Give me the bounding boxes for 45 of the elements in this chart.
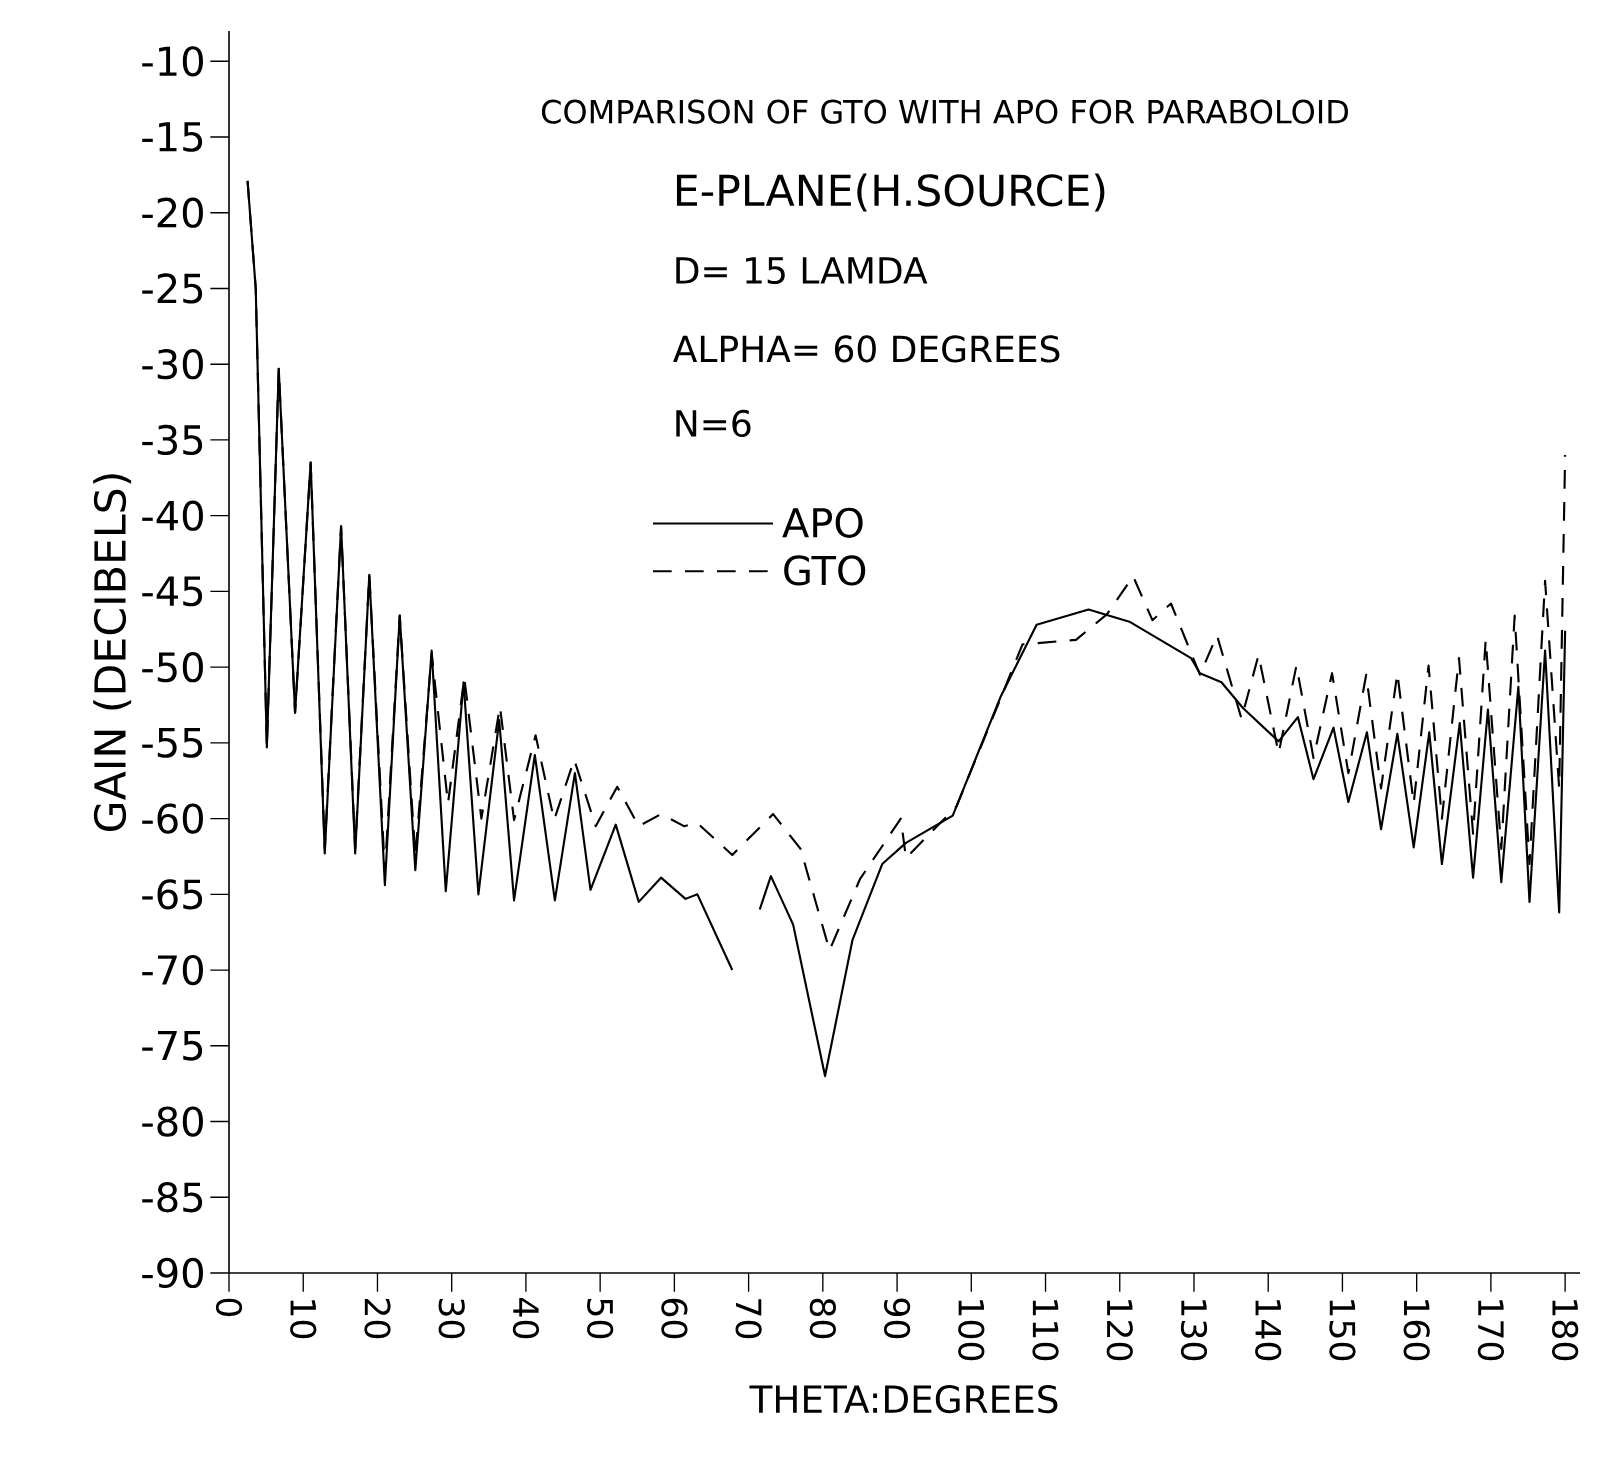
- y-tick-label: -10: [142, 46, 203, 77]
- text: E-PLANE(H.SOURCE): [676, 173, 1105, 212]
- x-tick-label: 120: [1106, 1300, 1133, 1361]
- x-tick-label: 40: [512, 1298, 540, 1339]
- x-tick-label: 170: [1477, 1300, 1505, 1361]
- y-tick-label: -25: [142, 273, 203, 304]
- y-tick-label: -85: [142, 1182, 203, 1213]
- x-tick-label: 20: [364, 1298, 391, 1339]
- annotation: D= 15 LAMDA: [676, 257, 928, 285]
- x-axis-title: THETA:DEGREES: [749, 1385, 1058, 1414]
- x-tick-label: 10: [290, 1300, 317, 1339]
- annotation: ALPHA= 60 DEGREES: [673, 335, 1060, 363]
- y-tick-label: -20: [142, 197, 203, 228]
- x-tick-label: 130: [1180, 1300, 1208, 1361]
- annotation: N=6: [676, 409, 751, 438]
- x-tick-label: 80: [809, 1298, 836, 1339]
- x-tick-label: 160: [1403, 1300, 1430, 1361]
- legend-label: APO: [782, 507, 863, 538]
- y-tick-label: -40: [142, 500, 203, 531]
- y-tick-label: -50: [142, 652, 203, 683]
- x-tick-label: 0: [215, 1298, 243, 1317]
- y-tick-label: -35: [142, 424, 203, 456]
- x-tick-label: 100: [958, 1300, 985, 1361]
- x-tick-label: 180: [1552, 1300, 1579, 1361]
- x-tick-label: 30: [438, 1299, 465, 1339]
- y-tick-label: -70: [142, 954, 203, 986]
- y-tick-label: -80: [142, 1106, 203, 1137]
- x-tick-label: 70: [735, 1299, 762, 1339]
- x-tick-label: 150: [1329, 1300, 1356, 1361]
- x-tick-label: 140: [1255, 1300, 1282, 1361]
- x-tick-label: 50: [587, 1299, 614, 1339]
- x-tick-label: 60: [661, 1298, 688, 1339]
- y-tick-label: -75: [142, 1030, 203, 1061]
- y-tick-label: -15: [142, 122, 203, 152]
- x-tick-label: 110: [1032, 1300, 1059, 1361]
- y-tick-label: -55: [142, 727, 203, 758]
- y-tick-label: -90: [142, 1257, 203, 1289]
- y-tick-label: -45: [142, 576, 203, 607]
- y-axis-title: GAIN (DECIBELS): [93, 474, 132, 832]
- y-tick-label: -30: [142, 349, 203, 380]
- legend-label: GTO: [784, 555, 866, 586]
- y-tick-label: -60: [142, 803, 203, 834]
- text: COMPARISON OF GTO WITH APO FOR PARABOLOID: [541, 99, 1349, 124]
- x-tick-label: 90: [883, 1298, 911, 1339]
- y-tick-label: -65: [142, 879, 203, 910]
